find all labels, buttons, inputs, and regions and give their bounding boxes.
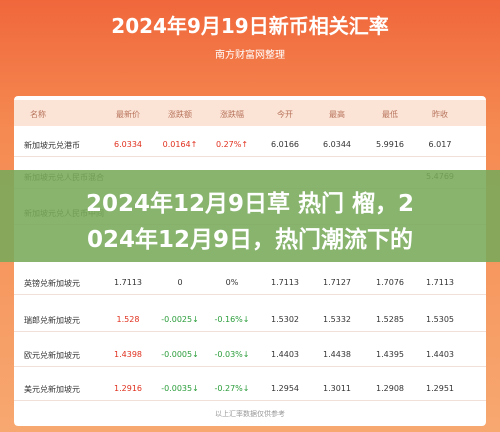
row-value: 1.7113 <box>271 278 299 287</box>
row-value: -0.0025↓ <box>161 315 199 324</box>
row-name: 新加坡元兑港币 <box>24 141 80 150</box>
row-value: 0.0164↑ <box>162 140 198 149</box>
row-value: 6.0334 <box>114 140 142 149</box>
row-value: 1.2954 <box>271 384 299 393</box>
row-value: -0.27%↓ <box>214 384 250 393</box>
overlay-text: 024年12月9日，热门潮流下的 <box>86 227 414 253</box>
row-divider <box>14 156 486 157</box>
header-row <box>14 100 486 126</box>
row-value: 1.3011 <box>323 384 351 393</box>
row-value: 1.5285 <box>376 315 404 324</box>
row-value: 1.4403 <box>426 350 454 359</box>
row-value: 1.5302 <box>271 315 299 324</box>
column-header: 最新价 <box>116 110 140 119</box>
row-divider <box>14 366 486 367</box>
footer-note: 以上汇率数据仅供参考 <box>215 410 285 418</box>
row-name: 瑞郎兑新加坡元 <box>24 316 80 325</box>
column-header: 昨收 <box>432 110 448 119</box>
column-header: 今开 <box>277 110 293 119</box>
subtitle: 南方财富网整理 <box>215 50 285 61</box>
title: 2024年9月19日新币相关汇率 <box>111 14 389 38</box>
row-value: 0 <box>177 278 183 287</box>
row-name: 美元兑新加坡元 <box>24 385 80 394</box>
row-divider <box>14 331 486 332</box>
row-value: 1.7113 <box>426 278 454 287</box>
row-value: 1.2916 <box>114 384 142 393</box>
row-value: 1.7076 <box>376 278 404 287</box>
row-value: -0.16%↓ <box>214 315 250 324</box>
column-header: 涨跌幅 <box>220 110 244 119</box>
row-value: -0.0035↓ <box>161 384 199 393</box>
row-name: 英镑兑新加坡元 <box>24 279 80 288</box>
row-value: 1.7113 <box>114 278 142 287</box>
row-value: -0.03%↓ <box>214 350 250 359</box>
row-divider <box>14 400 486 401</box>
row-value: 1.4398 <box>114 350 142 359</box>
column-header: 名称 <box>30 110 46 119</box>
row-value: -0.0005↓ <box>161 350 199 359</box>
row-value: 1.5332 <box>323 315 351 324</box>
row-value: 5.9916 <box>376 140 404 149</box>
row-value: 1.2951 <box>426 384 454 393</box>
column-header: 最高 <box>329 110 345 119</box>
row-value: 0.27%↑ <box>215 140 249 149</box>
row-name: 欧元兑新加坡元 <box>24 351 80 360</box>
row-value: 6.0344 <box>323 140 351 149</box>
row-value: 1.528 <box>116 315 140 324</box>
row-value: 0% <box>225 278 239 287</box>
row-value: 1.5305 <box>426 315 454 324</box>
column-header: 涨跌额 <box>168 110 192 119</box>
row-value: 6.017 <box>428 140 452 149</box>
row-value: 1.4438 <box>323 350 351 359</box>
overlay-text: 2024年12月9日草 热门 榴，2 <box>85 191 415 217</box>
row-value: 6.0166 <box>271 140 299 149</box>
overlay-band: 2024年12月9日草 热门 榴，2 024年12月9日，热门潮流下的 <box>0 170 500 262</box>
row-value: 1.4395 <box>376 350 404 359</box>
row-value: 1.7127 <box>323 278 351 287</box>
row-divider <box>14 294 486 295</box>
column-header: 最低 <box>382 110 398 119</box>
row-value: 1.2908 <box>376 384 404 393</box>
row-value: 1.4403 <box>271 350 299 359</box>
